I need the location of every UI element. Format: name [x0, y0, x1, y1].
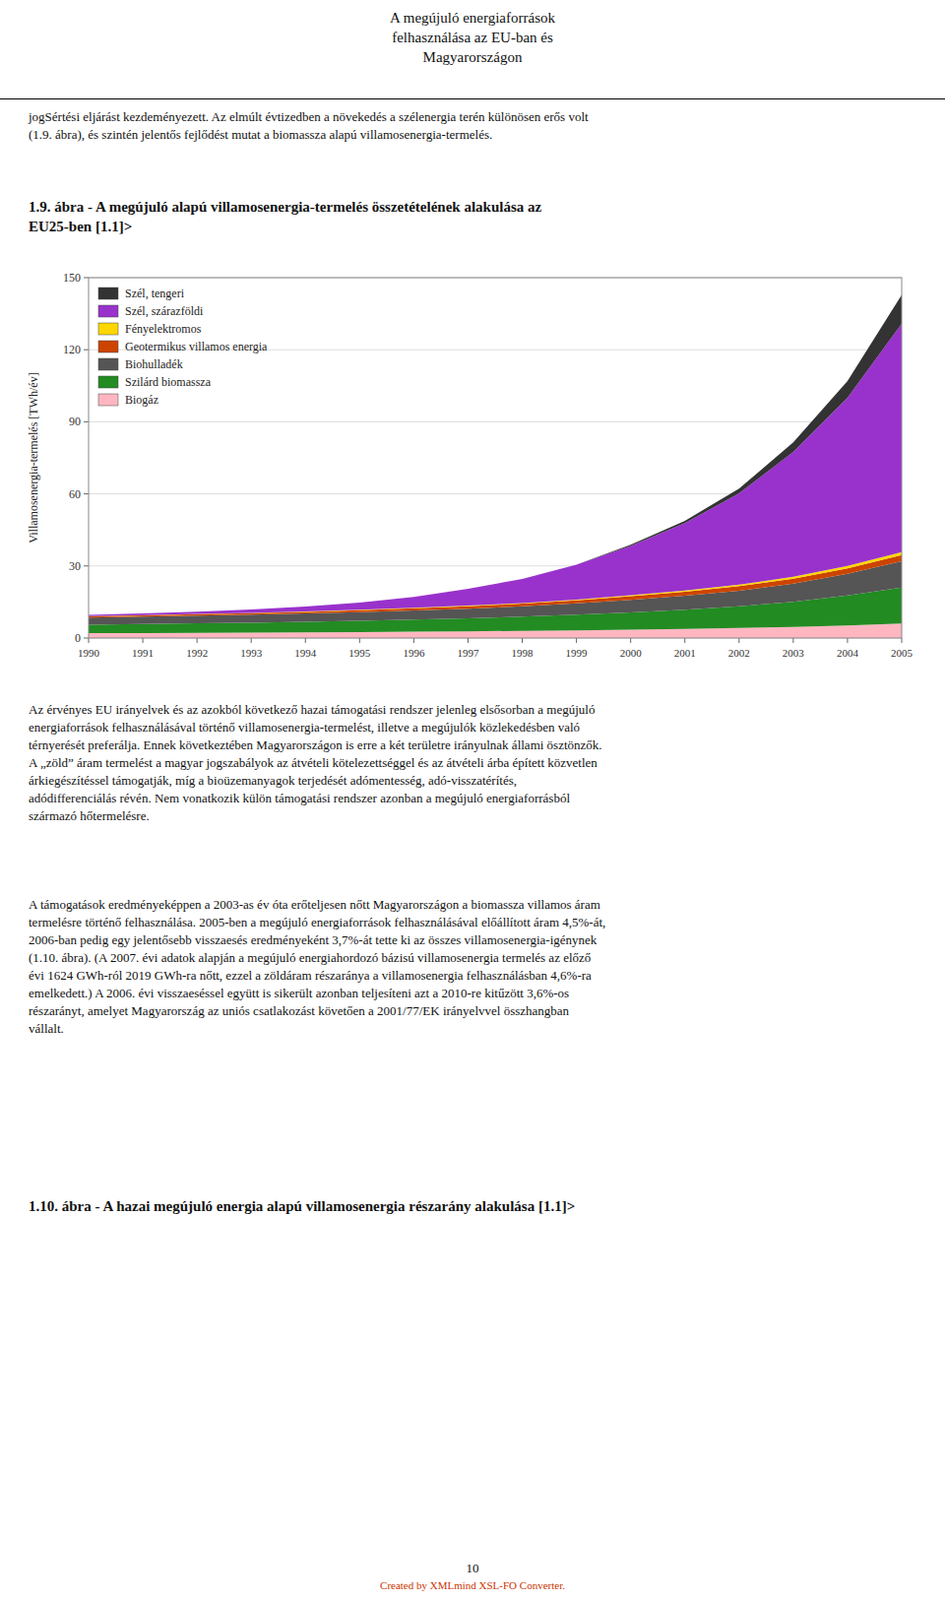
chart: 0 30 60 90 120 150 1990 1991 1992 1993 1994 1995 199…	[19, 263, 926, 678]
body-line: származó hőtermelésre.	[28, 807, 917, 825]
x-tick-label: 1998	[511, 646, 535, 659]
body-line: termelésre történő felhasználása. 2005-b…	[28, 913, 917, 932]
chart-title: 1.9. ábra - A megújuló alapú villamosene…	[28, 196, 917, 237]
y-tick-label: 120	[63, 342, 81, 357]
y-tick	[83, 421, 89, 423]
legend-swatch	[98, 305, 119, 317]
legend-swatch	[98, 287, 119, 300]
x-tick-label: 1993	[240, 646, 263, 659]
body-line: Az érvényes EU irányelvek és az azokból …	[28, 700, 917, 719]
y-tick-label: 30	[68, 559, 81, 573]
x-tick-label: 1996	[402, 646, 426, 659]
x-tick	[88, 637, 90, 643]
y-tick	[83, 349, 89, 351]
x-tick	[846, 637, 848, 643]
body-line: A támogatások eredményeképpen a 2003-as …	[28, 895, 917, 914]
x-tick	[251, 637, 252, 643]
x-tick-label: 1999	[566, 646, 589, 659]
legend-swatch	[98, 322, 119, 335]
x-tick	[413, 637, 415, 643]
footer-text: Created by XMLmind XSL-FO Converter.	[0, 1578, 945, 1591]
body-text: A támogatások eredményeképpen a 2003-as …	[28, 895, 917, 1038]
x-tick	[305, 637, 307, 643]
x-tick	[630, 637, 631, 643]
body-line: energiaforrások felhasználásával történő…	[28, 718, 917, 737]
legend-label: Szél, tengeri	[125, 286, 186, 301]
x-tick-label: 2004	[836, 646, 860, 659]
y-tick-label: 60	[68, 487, 81, 502]
legend-label: Biogáz	[125, 392, 159, 407]
x-tick-label: 1990	[77, 646, 101, 659]
page-number: 10	[0, 1560, 945, 1576]
x-tick-label: 1997	[456, 646, 480, 659]
legend: Szél, tengeri Szél, szárazföldi Fényelektr…	[98, 286, 268, 407]
grid-line	[88, 421, 902, 423]
body-line: A „zöld” áram termelést a magyar jogszab…	[28, 754, 917, 772]
y-tick	[83, 565, 89, 567]
y-tick-label: 0	[74, 630, 81, 645]
body-line: részarányt, amelyet Magyarország az unió…	[28, 1002, 917, 1020]
body-line: térnyerését preferálja. Ennek következté…	[28, 736, 917, 755]
body-line: évi 1624 GWh-ról 2019 GWh-ra nőtt, ezzel…	[28, 966, 917, 985]
legend-label: Geotermikus villamos energia	[125, 339, 268, 354]
body-line: emelkedett.) A 2006. évi visszaeséssel e…	[28, 984, 917, 1003]
header: A megújuló energiaforrások felhasználása…	[0, 7, 945, 67]
header-rule	[0, 98, 945, 100]
x-tick-label: 2001	[674, 646, 696, 659]
x-tick	[684, 637, 686, 643]
x-tick	[792, 637, 794, 643]
area	[88, 323, 902, 617]
x-tick	[901, 637, 903, 643]
legend-swatch	[98, 393, 119, 406]
y-tick-label: 90	[68, 414, 81, 429]
areas	[88, 295, 902, 638]
y-tick	[83, 493, 89, 495]
x-tick	[738, 637, 740, 643]
y-tick	[83, 637, 89, 639]
legend-swatch	[98, 340, 119, 353]
x-tick-label: 2003	[782, 646, 806, 659]
legend-label: Szél, szárazföldi	[125, 304, 204, 318]
y-axis-label: Villamosenergia-termelés [TWh/év]	[26, 372, 41, 543]
x-tick	[521, 637, 523, 643]
area	[88, 295, 902, 616]
body-line: árkiegészítéssel támogatják, míg a bioüz…	[28, 771, 917, 790]
x-tick-label: 1995	[348, 646, 372, 659]
x-tick-label: 2005	[890, 646, 914, 659]
body-line: (1.10. ábra). (A 2007. évi adatok alapjá…	[28, 948, 917, 967]
legend-label: Szilárd biomassza	[125, 375, 212, 389]
section-title: 1.10. ábra - A hazai megújuló energia al…	[28, 1196, 917, 1216]
body-line: vállalt.	[28, 1019, 917, 1038]
legend-swatch	[98, 376, 119, 388]
x-tick	[142, 637, 144, 643]
body-line: 2006-ban pedig egy jelentősebb visszaesé…	[28, 931, 917, 949]
x-tick	[575, 637, 577, 643]
body-text: Az érvényes EU irányelvek és az azokból …	[28, 700, 917, 825]
x-tick-label: 1994	[294, 646, 317, 659]
x-tick	[467, 637, 469, 643]
x-tick-label: 2002	[728, 646, 751, 659]
plot-frame	[88, 277, 902, 638]
x-tick-label: 2000	[620, 646, 643, 659]
body-line: adódifferenciálás révén. Nem vonatkozik …	[28, 789, 917, 808]
x-tick	[359, 637, 361, 643]
page: A megújuló energiaforrások felhasználása…	[0, 0, 945, 1600]
legend-swatch	[98, 358, 119, 371]
y-tick-label: 150	[63, 270, 81, 285]
intro-text: jogSértési eljárást kezdeményezett. Az e…	[28, 108, 917, 144]
legend-label: Fényelektromos	[125, 321, 202, 336]
x-tick-label: 1992	[186, 646, 208, 659]
y-tick	[83, 277, 89, 279]
legend-label: Biohulladék	[125, 357, 184, 372]
x-tick	[196, 637, 198, 643]
x-tick-label: 1991	[131, 646, 154, 659]
